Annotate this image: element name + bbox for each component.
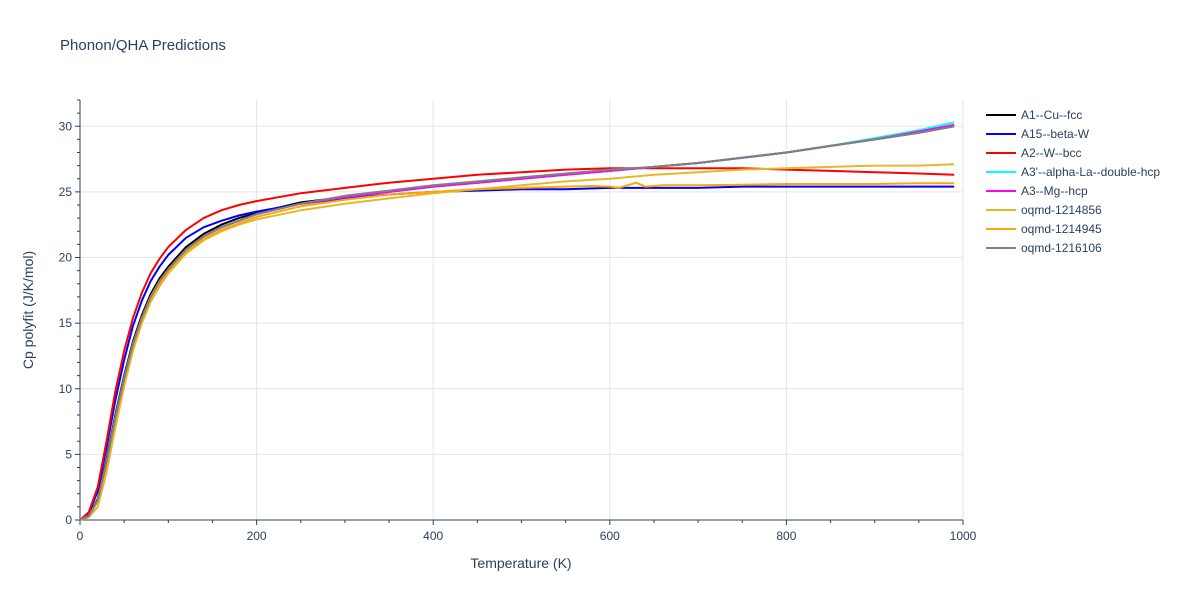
x-tick-label: 600 bbox=[600, 529, 620, 543]
legend-label: oqmd-1214945 bbox=[1021, 222, 1102, 236]
plot-lines bbox=[79, 121, 955, 521]
legend-label: oqmd-1214856 bbox=[1021, 203, 1102, 217]
series-line-6 bbox=[79, 163, 955, 521]
legend-item[interactable]: oqmd-1214945 bbox=[986, 222, 1102, 236]
y-tick-label: 20 bbox=[59, 251, 73, 265]
series-line-3 bbox=[79, 167, 955, 521]
legend[interactable]: A1--Cu--fcc A15--beta-W A2--W--bcc A3'--alp… bbox=[986, 108, 1160, 255]
legend-label: A2--W--bcc bbox=[1021, 146, 1081, 160]
series-line-2 bbox=[79, 185, 955, 521]
y-axis-label: Cp polyfit (J/K/mol) bbox=[20, 251, 36, 369]
x-tick-label: 400 bbox=[423, 529, 443, 543]
legend-item[interactable]: A15--beta-W bbox=[986, 127, 1090, 141]
legend-label: A3--Mg--hcp bbox=[1021, 184, 1088, 198]
x-tick-label: 0 bbox=[77, 529, 84, 543]
legend-label: oqmd-1216106 bbox=[1021, 241, 1102, 255]
x-tick-label: 1000 bbox=[950, 529, 977, 543]
y-tick-label: 30 bbox=[59, 119, 73, 133]
legend-label: A15--beta-W bbox=[1021, 127, 1090, 141]
y-tick-label: 5 bbox=[65, 447, 72, 461]
legend-item[interactable]: A2--W--bcc bbox=[986, 146, 1081, 160]
ticks: 0 200 400 600 800 1000 0 5 10 15 20 25 30 bbox=[59, 99, 977, 543]
y-tick-label: 15 bbox=[59, 316, 73, 330]
legend-item[interactable]: oqmd-1216106 bbox=[986, 241, 1102, 255]
series-line-8 bbox=[79, 125, 955, 521]
y-tick-label: 25 bbox=[59, 185, 73, 199]
legend-label: A3'--alpha-La--double-hcp bbox=[1021, 165, 1160, 179]
chart-title: Phonon/QHA Predictions bbox=[60, 37, 226, 54]
y-tick-label: 0 bbox=[65, 513, 72, 527]
legend-item[interactable]: oqmd-1214856 bbox=[986, 203, 1102, 217]
legend-item[interactable]: A1--Cu--fcc bbox=[986, 108, 1082, 122]
x-tick-label: 200 bbox=[247, 529, 267, 543]
legend-label: A1--Cu--fcc bbox=[1021, 108, 1082, 122]
legend-item[interactable]: A3--Mg--hcp bbox=[986, 184, 1088, 198]
legend-item[interactable]: A3'--alpha-La--double-hcp bbox=[986, 165, 1160, 179]
x-tick-label: 800 bbox=[776, 529, 796, 543]
y-tick-label: 10 bbox=[59, 382, 73, 396]
x-axis-label: Temperature (K) bbox=[470, 555, 571, 571]
